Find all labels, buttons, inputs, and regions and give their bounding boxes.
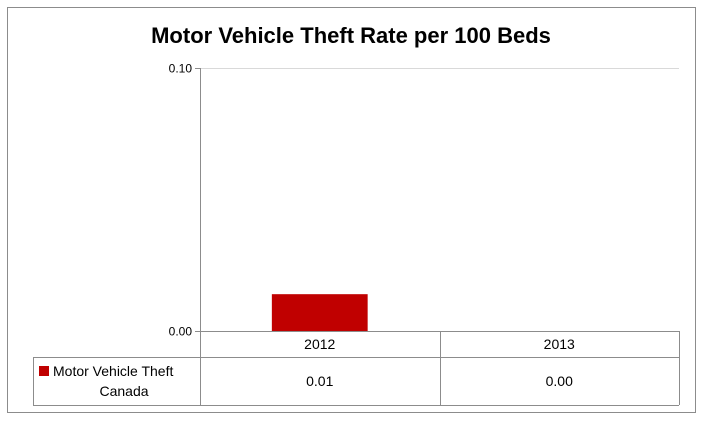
- y-tick-label: 0.10: [169, 62, 193, 76]
- plot-area: 0.00 0.10: [169, 62, 679, 405]
- legend-swatch: [39, 366, 49, 376]
- x-category-label: 2012: [304, 336, 335, 352]
- data-table: 2012 2013 Motor Vehicle Theft Canada 0.01 0.0…: [33, 331, 680, 406]
- data-table-value: 0.01: [306, 373, 333, 389]
- chart-border: [7, 7, 696, 413]
- chart-title: Motor Vehicle Theft Rate per 100 Beds: [151, 23, 551, 48]
- data-table-value: 0.00: [546, 373, 573, 389]
- bar: [271, 294, 368, 331]
- legend-label: Motor Vehicle Theft: [53, 363, 173, 379]
- legend-label: Canada: [99, 383, 148, 399]
- y-tick-label: 0.00: [169, 325, 193, 339]
- x-category-label: 2013: [544, 336, 575, 352]
